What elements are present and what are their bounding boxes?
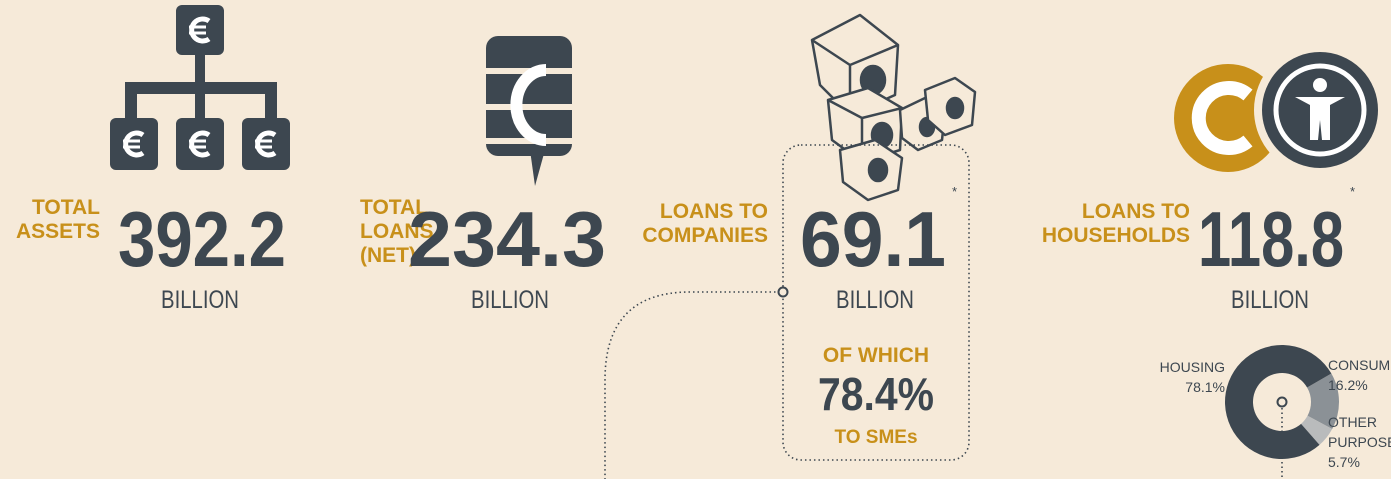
- stat-label: ASSETS: [16, 220, 100, 243]
- stat-label: HOUSEHOLDS: [1042, 224, 1190, 247]
- stat-label: LOANS TO: [1082, 200, 1190, 223]
- stat-label: LOANS: [360, 220, 434, 243]
- connector: [604, 291, 780, 479]
- stat-unit: BILLION: [161, 286, 239, 314]
- segment-value: 5.7%: [1328, 454, 1360, 470]
- sme-prefix: OF WHICH: [823, 344, 929, 367]
- stat-value: 234.3: [408, 195, 606, 283]
- segment-value: 16.2%: [1328, 377, 1368, 393]
- stat-label: LOANS TO: [660, 200, 768, 223]
- donut-node: [1276, 396, 1288, 408]
- stat-value: 69.1: [800, 195, 946, 283]
- connector-node: [777, 286, 789, 298]
- segment-name: HOUSING: [1160, 359, 1225, 375]
- household-icon: [1174, 44, 1386, 176]
- stat-label: COMPANIES: [642, 224, 768, 247]
- segment-name: CONSUMER: [1328, 357, 1391, 373]
- donut-segment: [1225, 345, 1332, 460]
- segment-name: OTHER: [1328, 414, 1377, 430]
- assets-icon: [110, 5, 290, 170]
- asterisk: *: [952, 184, 957, 199]
- stat-unit: BILLION: [836, 286, 914, 314]
- asterisk: *: [1350, 184, 1355, 199]
- segment-value: 78.1%: [1185, 379, 1225, 395]
- donut-segment: [1307, 373, 1339, 430]
- donut-segment: [1301, 415, 1333, 445]
- segment-name: PURPOSES: [1328, 434, 1391, 450]
- stat-value: 118.8: [1198, 195, 1344, 283]
- stat-label: (NET): [360, 244, 416, 267]
- loans-icon: [486, 36, 572, 186]
- stat-label: TOTAL: [32, 196, 100, 219]
- stat-label: TOTAL: [360, 196, 428, 219]
- stat-value: 392.2: [118, 195, 286, 283]
- sme-value: 78.4%: [818, 368, 934, 420]
- stat-unit: BILLION: [471, 286, 549, 314]
- cubes-icon: [810, 13, 977, 202]
- sme-suffix: TO SMEs: [834, 427, 917, 448]
- stat-unit: BILLION: [1231, 286, 1309, 314]
